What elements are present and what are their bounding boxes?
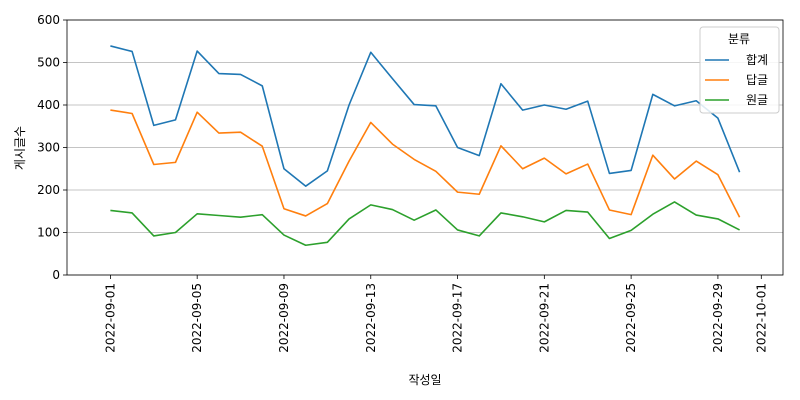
legend-title: 분류 xyxy=(728,32,750,46)
y-tick-label: 0 xyxy=(52,268,60,282)
series-line-0 xyxy=(110,45,741,187)
y-tick-label: 300 xyxy=(37,141,60,155)
x-axis-title: 작성일 xyxy=(408,373,441,387)
series-line-1 xyxy=(110,109,741,218)
y-axis-title: 게시글수 xyxy=(13,126,27,170)
y-tick-label: 600 xyxy=(37,13,60,27)
legend-label: 답글 xyxy=(746,73,768,87)
legend-box xyxy=(699,26,780,114)
x-tick-label: 2022-09-29 xyxy=(711,283,725,353)
x-tick-label: 2022-09-21 xyxy=(537,283,551,353)
x-tick-label: 2022-09-17 xyxy=(451,283,465,353)
series-line-2 xyxy=(110,201,740,247)
y-tick-label: 400 xyxy=(37,98,60,112)
series-lines xyxy=(110,45,741,247)
legend-label: 합계 xyxy=(746,53,768,67)
x-tick-label: 2022-09-25 xyxy=(624,283,638,353)
x-tick-label: 2022-10-01 xyxy=(754,283,768,353)
y-tick-label: 100 xyxy=(37,226,60,240)
x-tick-label: 2022-09-13 xyxy=(364,283,378,353)
x-tick-label: 2022-09-05 xyxy=(190,283,204,353)
x-tick-label: 2022-09-01 xyxy=(103,283,117,353)
gridlines xyxy=(67,19,783,276)
x-axis: 2022-09-01 2022-09-05 2022-09-09 2022-09-13… xyxy=(103,275,768,353)
y-axis: 0 100 200 300 400 500 600 xyxy=(37,13,67,282)
x-tick-label: 2022-09-09 xyxy=(277,283,291,353)
y-tick-label: 200 xyxy=(37,183,60,197)
y-tick-label: 500 xyxy=(37,56,60,70)
legend-label: 원글 xyxy=(746,93,768,107)
